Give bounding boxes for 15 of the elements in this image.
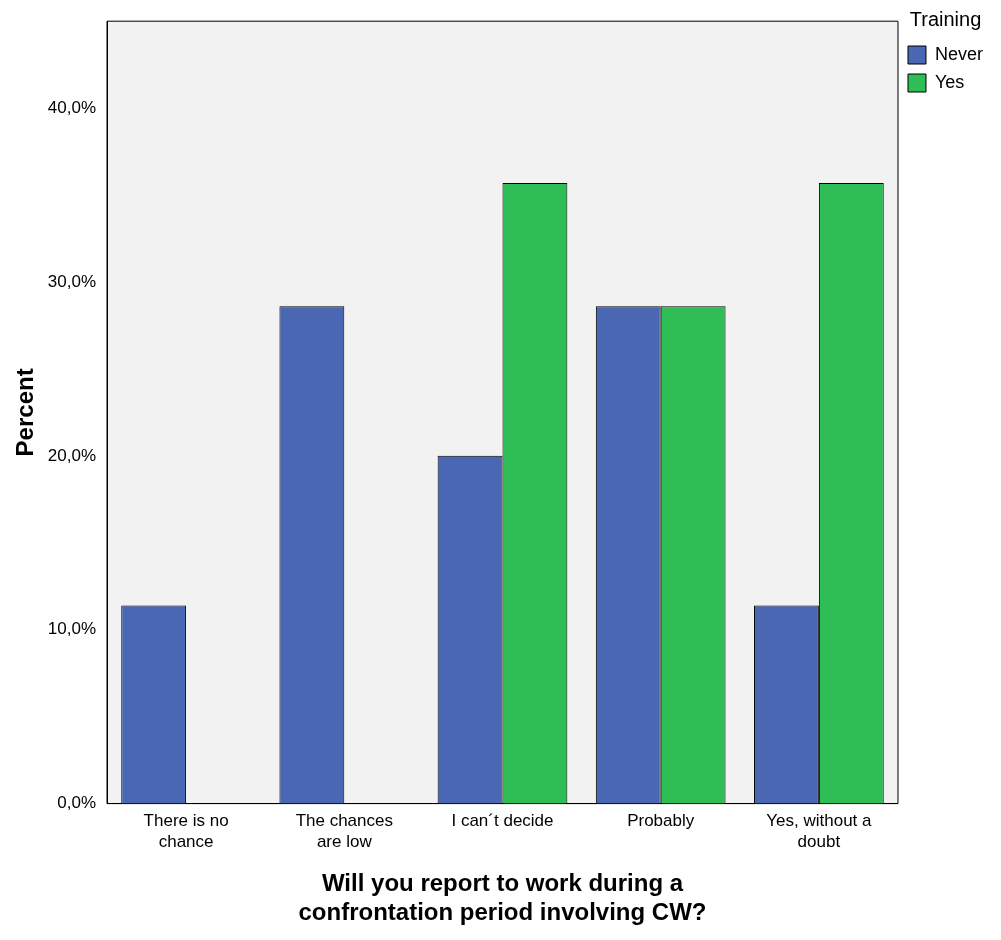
x-tick-label: The chances are low — [295, 811, 393, 851]
legend-label: Never — [934, 43, 984, 64]
x-tick-label: I can´t decide — [451, 811, 554, 831]
y-axis-title: Percent — [11, 368, 39, 457]
x-tick-label: There is no chance — [143, 811, 229, 851]
x-tick-label: Probably — [627, 811, 695, 831]
y-tick-label: 0,0% — [57, 793, 96, 813]
y-tick-label: 40,0% — [47, 97, 96, 117]
y-tick-label: 10,0% — [47, 619, 96, 639]
y-tick-label: 30,0% — [47, 271, 96, 291]
y-tick-label: 20,0% — [47, 445, 96, 465]
x-tick-label: Yes, without a doubt — [766, 811, 873, 851]
legend-label: Yes — [934, 71, 965, 92]
x-axis-title: Will you report to work during a confrontation period involving CW? — [298, 869, 707, 926]
legend-title: Training — [909, 7, 982, 30]
